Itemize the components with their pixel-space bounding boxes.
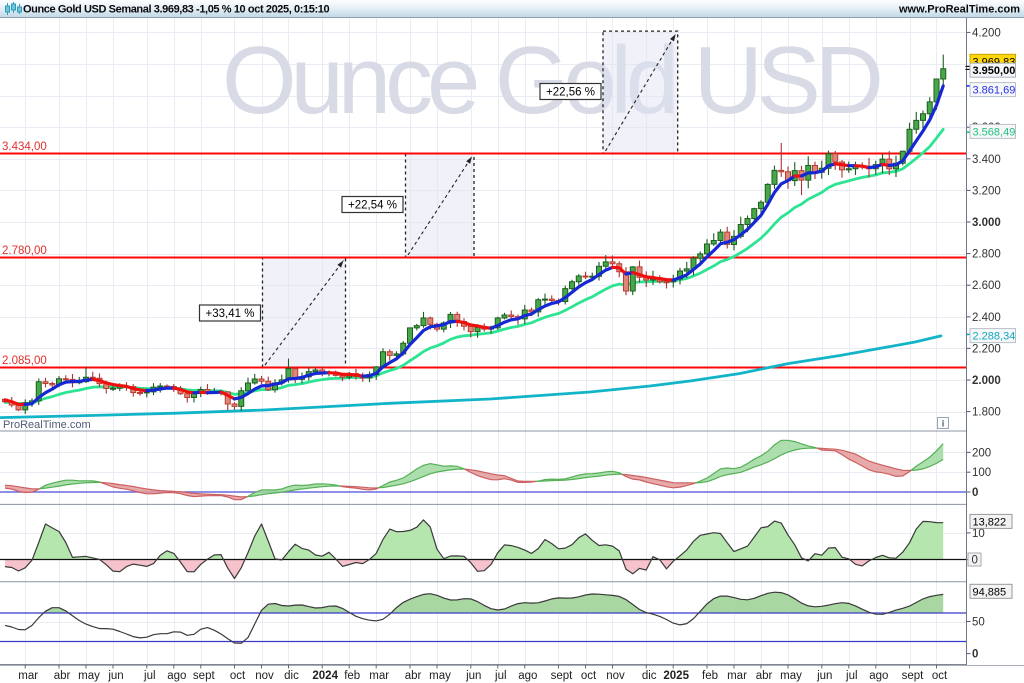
svg-text:jun: jun [465,670,481,682]
svg-text:3.400: 3.400 [972,154,1001,166]
svg-text:2.200: 2.200 [972,343,1001,355]
svg-text:dic: dic [284,670,299,682]
svg-text:sept: sept [193,670,216,682]
svg-text:2.000: 2.000 [972,375,1001,387]
svg-text:oct: oct [230,670,246,682]
svg-text:3.434,00: 3.434,00 [2,141,47,153]
svg-text:mar: mar [727,670,747,682]
svg-text:2.600: 2.600 [972,280,1001,292]
svg-text:2024: 2024 [312,670,338,682]
svg-text:dic: dic [642,670,657,682]
svg-text:ago: ago [518,670,537,682]
svg-text:3.200: 3.200 [972,185,1001,197]
svg-text:+22,54 %: +22,54 % [348,200,397,212]
svg-text:www.ProRealTime.com: www.ProRealTime.com [898,4,1020,16]
svg-text:10: 10 [972,528,985,540]
svg-text:jul: jul [494,670,507,682]
svg-text:2.780,00: 2.780,00 [2,245,47,257]
svg-text:sept: sept [551,670,574,682]
svg-text:4.200: 4.200 [972,27,1001,39]
svg-text:50: 50 [972,617,985,629]
svg-text:feb: feb [702,670,718,682]
svg-text:0: 0 [972,555,978,567]
svg-text:0: 0 [972,487,978,499]
svg-text:may: may [429,670,451,682]
svg-text:1.800: 1.800 [972,407,1001,419]
svg-text:2.800: 2.800 [972,249,1001,261]
svg-text:sept: sept [902,670,925,682]
svg-text:abr: abr [756,670,773,682]
svg-text:+22,56 %: +22,56 % [546,87,595,99]
svg-text:Ounce Gold USD Semanal 3.969,8: Ounce Gold USD Semanal 3.969,83 -1,05 % … [23,4,329,16]
svg-text:may: may [780,670,802,682]
svg-text:oct: oct [932,670,948,682]
svg-text:abr: abr [405,670,422,682]
svg-text:2.288,34: 2.288,34 [973,331,1016,343]
svg-text:2.085,00: 2.085,00 [2,355,47,367]
svg-text:2025: 2025 [663,670,689,682]
svg-text:nov: nov [255,670,274,682]
svg-text:94,885: 94,885 [973,586,1007,598]
svg-text:13,822: 13,822 [973,516,1007,528]
svg-text:jun: jun [816,670,832,682]
svg-text:100: 100 [972,467,991,479]
svg-text:jun: jun [107,670,123,682]
svg-text:ago: ago [167,670,186,682]
svg-text:may: may [78,670,100,682]
svg-text:2.400: 2.400 [972,312,1001,324]
svg-text:Ounce Gold USD: Ounce Gold USD [222,27,884,134]
svg-text:feb: feb [344,670,360,682]
svg-text:abr: abr [54,670,71,682]
svg-text:mar: mar [18,670,38,682]
svg-text:nov: nov [606,670,625,682]
svg-text:i: i [942,419,945,429]
svg-text:+33,41 %: +33,41 % [206,308,255,320]
svg-text:oct: oct [581,670,597,682]
svg-text:ago: ago [869,670,888,682]
svg-text:3.000: 3.000 [972,217,1001,229]
svg-text:mar: mar [369,670,389,682]
svg-text:0: 0 [972,649,978,661]
svg-text:200: 200 [972,447,991,459]
svg-text:3.861,69: 3.861,69 [973,85,1016,97]
svg-text:jul: jul [143,670,156,682]
svg-text:3.950,00: 3.950,00 [973,65,1016,77]
svg-text:3.568,49: 3.568,49 [973,126,1016,138]
svg-text:ProRealTime.com: ProRealTime.com [3,419,91,431]
svg-text:jul: jul [845,670,858,682]
